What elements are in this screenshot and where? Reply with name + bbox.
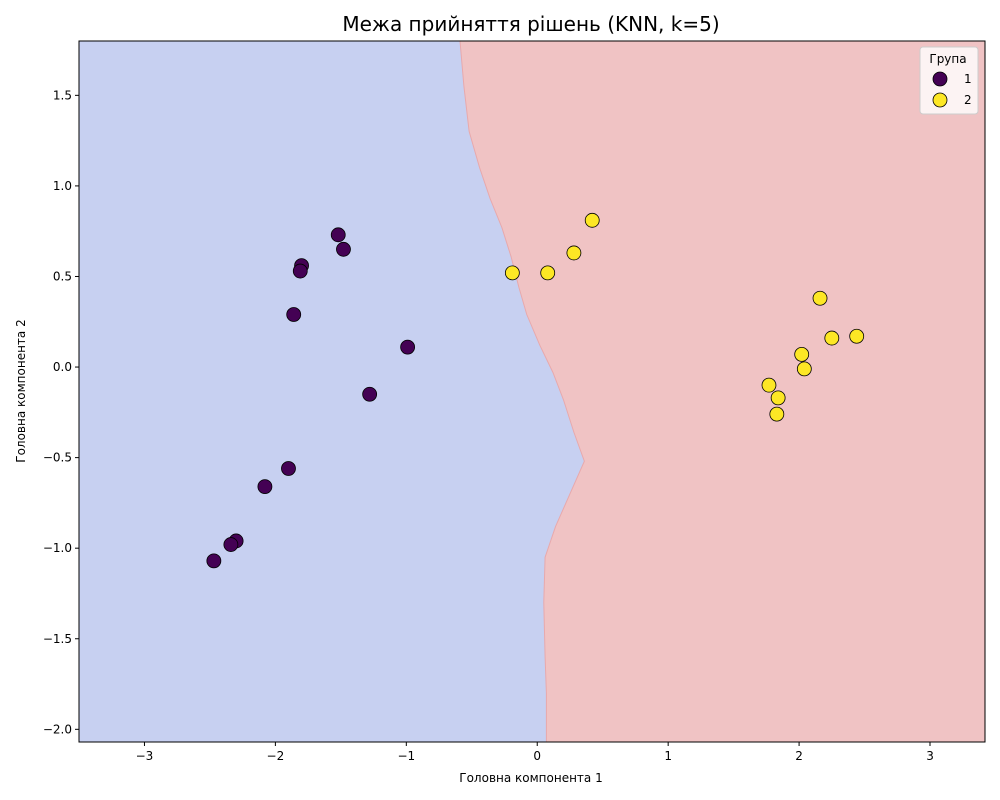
decision-regions <box>79 41 985 742</box>
point-group-1-10 <box>223 537 239 552</box>
x-tick-label: 1 <box>664 749 672 763</box>
point-group-1-5 <box>400 339 416 355</box>
y-tick-label: −1.0 <box>43 541 72 555</box>
point-group-2-10 <box>770 390 786 406</box>
legend: Група 1 2 <box>919 46 979 115</box>
point-group-2-11 <box>769 406 785 422</box>
point-group-2-4 <box>812 290 828 306</box>
point-group-2-6 <box>824 330 840 346</box>
point-group-1-3 <box>292 263 308 279</box>
y-tick-label: 0.5 <box>53 269 72 283</box>
point-group-1-6 <box>362 386 378 402</box>
point-group-1-0 <box>330 227 346 243</box>
point-group-1-1 <box>336 241 351 257</box>
x-axis-ticks: −3 −2 −1 0 1 2 3 <box>136 742 934 763</box>
x-axis-label: Головна компонента 1 <box>459 771 602 785</box>
point-group-2-9 <box>761 377 777 393</box>
y-tick-label: 0.0 <box>53 360 72 374</box>
point-group-2-5 <box>849 328 865 344</box>
x-tick-label: 0 <box>533 749 541 763</box>
data-points <box>206 212 865 569</box>
point-group-2-3 <box>540 265 556 281</box>
x-tick-label: 2 <box>795 749 803 763</box>
point-group-2-7 <box>794 346 810 362</box>
legend-marker-2 <box>932 92 948 108</box>
y-tick-label: 1.5 <box>53 88 72 102</box>
point-group-2-1 <box>566 245 582 261</box>
point-group-2-2 <box>504 265 520 281</box>
x-tick-label: −2 <box>267 749 285 763</box>
point-group-1-11 <box>206 553 222 569</box>
point-group-2-8 <box>796 361 812 377</box>
point-group-2-0 <box>584 212 600 228</box>
y-tick-label: −1.5 <box>43 632 72 646</box>
legend-label-1: 1 <box>964 72 972 86</box>
y-tick-label: −0.5 <box>43 451 72 465</box>
y-tick-label: 1.0 <box>53 179 72 193</box>
legend-title: Група <box>929 52 966 66</box>
y-axis-label: Головна компонента 2 <box>14 319 28 462</box>
y-axis-ticks: −2.0 −1.5 −1.0 −0.5 0.0 0.5 1.0 1.5 <box>43 88 79 736</box>
legend-marker-1 <box>932 71 948 87</box>
x-tick-label: 3 <box>926 749 934 763</box>
legend-label-2: 2 <box>964 93 972 107</box>
point-group-1-8 <box>257 479 273 494</box>
plot-frame <box>78 40 986 743</box>
y-tick-label: −2.0 <box>43 722 72 736</box>
chart-title: Межа прийняття рішень (KNN, k=5) <box>342 12 719 36</box>
point-group-1-4 <box>286 307 302 322</box>
point-group-1-7 <box>281 461 296 476</box>
x-tick-label: −1 <box>397 749 415 763</box>
x-tick-label: −3 <box>136 749 154 763</box>
